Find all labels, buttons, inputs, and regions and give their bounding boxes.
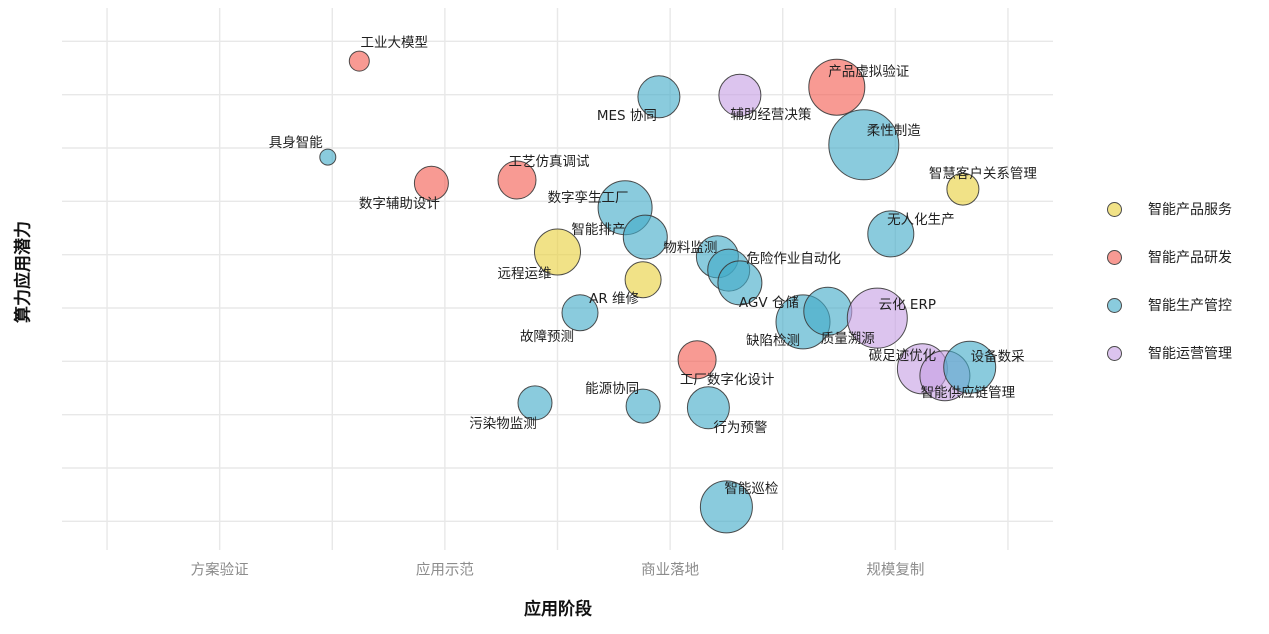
x-tick-label: 方案验证 bbox=[190, 562, 249, 579]
chart-bubble bbox=[561, 294, 599, 332]
bubble-label: 柔性制造 bbox=[866, 122, 921, 139]
bubble-label: 数字辅助设计 bbox=[358, 196, 440, 213]
bubble-label: 无人化生产 bbox=[887, 211, 955, 228]
chart-bubble bbox=[497, 160, 537, 200]
legend-key-circle-icon bbox=[1107, 345, 1122, 361]
bubble-label: 质量溯源 bbox=[820, 331, 875, 348]
legend-item: 智能运营管理 bbox=[1090, 341, 1232, 365]
bubble-label: 工业大模型 bbox=[360, 35, 429, 52]
legend-label: 智能运营管理 bbox=[1148, 346, 1232, 362]
chart-bubble bbox=[699, 480, 753, 534]
legend-key-circle-icon bbox=[1107, 201, 1122, 217]
chart-bubble bbox=[319, 148, 337, 166]
chart-bubble bbox=[846, 287, 908, 349]
bubble-label: 产品虚拟验证 bbox=[828, 64, 910, 81]
x-axis-title: 应用阶段 bbox=[524, 599, 592, 620]
bubble-label: 工厂数字化设计 bbox=[679, 371, 775, 388]
chart-bubble bbox=[867, 210, 915, 258]
bubble-label: 智能排产 bbox=[571, 222, 626, 239]
bubble-label: 远程运维 bbox=[497, 266, 552, 282]
bubble-label: MES 协同 bbox=[596, 107, 657, 124]
legend-label: 智能产品服务 bbox=[1148, 202, 1232, 218]
chart-bubble bbox=[946, 172, 980, 206]
legend-key-circle-icon bbox=[1107, 249, 1122, 265]
bubble-label: 行为预警 bbox=[713, 419, 768, 436]
bubble-label: 辅助经营决策 bbox=[730, 107, 812, 124]
x-tick-label: 商业落地 bbox=[641, 562, 700, 579]
chart-bubble bbox=[686, 386, 730, 430]
legend-item: 智能生产管控 bbox=[1090, 293, 1232, 317]
y-axis-title: 算力应用潜力 bbox=[13, 221, 34, 323]
bubble-label: 物料监测 bbox=[663, 239, 718, 256]
legend-key-circle-icon bbox=[1107, 297, 1122, 313]
legend-item: 智能产品服务 bbox=[1090, 197, 1232, 221]
gridlines bbox=[62, 8, 1053, 550]
chart-bubble bbox=[828, 109, 900, 181]
bubble-label: 云化 ERP bbox=[878, 297, 936, 314]
chart-bubble bbox=[808, 58, 866, 116]
bubble-label: 智能巡检 bbox=[724, 480, 779, 497]
chart-bubble bbox=[517, 385, 553, 421]
bubble-label: 能源协同 bbox=[585, 381, 640, 398]
bubble-label: 污染物监测 bbox=[469, 415, 537, 432]
legend-label: 智能产品研发 bbox=[1148, 250, 1232, 266]
bubble-label: 危险作业自动化 bbox=[746, 251, 841, 268]
bubble-label: 设备数采 bbox=[970, 349, 1025, 366]
chart-bubble bbox=[534, 228, 581, 276]
bubble-label: AR 维修 bbox=[589, 290, 640, 307]
bubble-label: 智能供应链管理 bbox=[920, 384, 1016, 401]
chart-bubble bbox=[637, 75, 681, 119]
bubble-label: 具身智能 bbox=[268, 135, 323, 152]
bubble-label: 智慧客户关系管理 bbox=[928, 166, 1037, 183]
bubble-label: 数字孪生工厂 bbox=[547, 189, 629, 206]
chart-bubble bbox=[717, 260, 763, 306]
bubble-label: 缺陷检测 bbox=[745, 332, 800, 349]
bubble-label: AGV 仓储 bbox=[738, 294, 799, 311]
legend-label: 智能生产管控 bbox=[1148, 298, 1232, 314]
chart-bubble bbox=[943, 340, 997, 394]
chart-bubble bbox=[624, 261, 662, 299]
chart-bubble bbox=[718, 73, 762, 117]
x-tick-label: 规模复制 bbox=[866, 562, 925, 579]
chart-bubble bbox=[622, 214, 668, 260]
legend-item: 智能产品研发 bbox=[1090, 245, 1232, 269]
bubbles bbox=[319, 50, 997, 534]
chart-bubble bbox=[348, 50, 370, 72]
bubble-label: 故障预测 bbox=[520, 328, 575, 345]
x-tick-label: 应用示范 bbox=[415, 562, 474, 579]
chart-bubble bbox=[413, 165, 449, 201]
bubble-label: 碳足迹优化 bbox=[868, 347, 937, 364]
bubble-label: 工艺仿真调试 bbox=[508, 154, 590, 170]
chart-bubble bbox=[677, 340, 717, 380]
chart-bubble bbox=[625, 388, 661, 424]
